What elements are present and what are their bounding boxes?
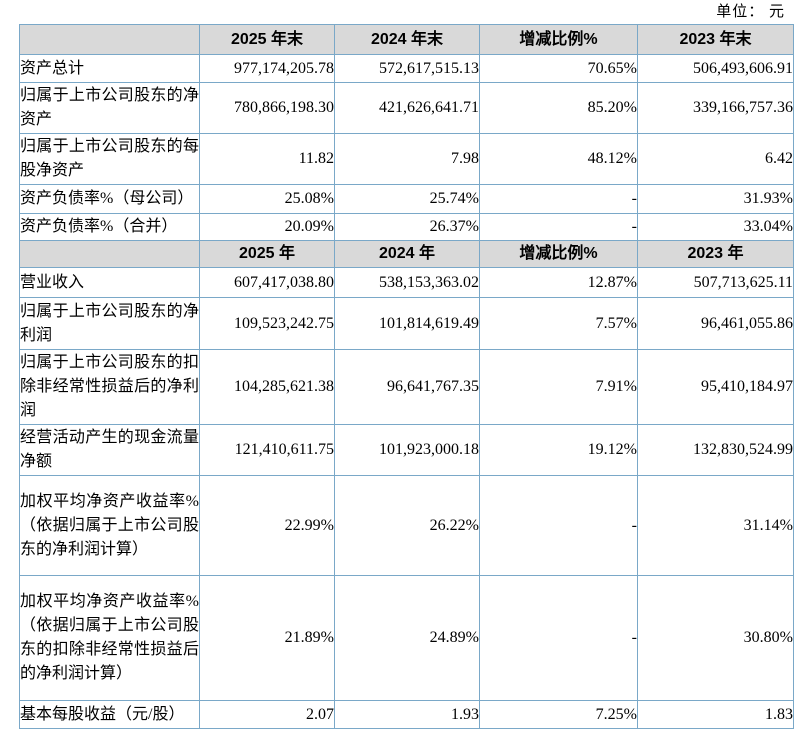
table-row: 归属于上市公司股东的扣除非经常性损益后的净利润 104,285,621.38 9… (19, 349, 794, 425)
table-row: 归属于上市公司股东的净资产 780,866,198.30 421,626,641… (19, 82, 794, 134)
value-cell: 132,830,524.99 (637, 424, 794, 476)
value-cell: 977,174,205.78 (199, 54, 335, 83)
header-2024-year: 2024 年 (334, 240, 480, 268)
table-row: 资产总计 977,174,205.78 572,617,515.13 70.65… (19, 54, 794, 83)
value-cell: 421,626,641.71 (334, 82, 480, 134)
table-row: 归属于上市公司股东的每股净资产 11.82 7.98 48.12% 6.42 (19, 133, 794, 185)
value-cell: 26.22% (334, 475, 480, 576)
value-cell: 538,153,363.02 (334, 267, 480, 298)
table-row: 加权平均净资产收益率%（依据归属于上市公司股东的净利润计算） 22.99% 26… (19, 475, 794, 576)
header-2023-year-end: 2023 年末 (637, 24, 794, 55)
unit-label: 单位： 元 (716, 4, 785, 20)
table-row: 资产负债率%（母公司） 25.08% 25.74% - 31.93% (19, 184, 794, 214)
header-2023-year: 2023 年 (637, 240, 794, 268)
value-cell: 25.74% (334, 184, 480, 214)
value-cell: 33.04% (637, 213, 794, 241)
value-cell: 121,410,611.75 (199, 424, 335, 476)
value-cell: 7.91% (479, 349, 638, 425)
value-cell: 572,617,515.13 (334, 54, 480, 83)
value-cell: 11.82 (199, 133, 335, 185)
row-label: 归属于上市公司股东的扣除非经常性损益后的净利润 (19, 349, 200, 425)
value-cell: 339,166,757.36 (637, 82, 794, 134)
value-cell: - (479, 213, 638, 241)
value-cell: - (479, 184, 638, 214)
value-cell: 104,285,621.38 (199, 349, 335, 425)
value-cell: 21.89% (199, 575, 335, 701)
table-row: 基本每股收益（元/股） 2.07 1.93 7.25% 1.83 (19, 700, 794, 729)
value-cell: 48.12% (479, 133, 638, 185)
value-cell: - (479, 575, 638, 701)
table-row: 营业收入 607,417,038.80 538,153,363.02 12.87… (19, 267, 794, 298)
section2-header-row: 2025 年 2024 年 增减比例% 2023 年 (19, 240, 794, 268)
row-label: 归属于上市公司股东的每股净资产 (19, 133, 200, 185)
row-label: 加权平均净资产收益率%（依据归属于上市公司股东的扣除非经常性损益后的净利润计算） (19, 575, 200, 701)
value-cell: 101,814,619.49 (334, 297, 480, 350)
value-cell: 7.57% (479, 297, 638, 350)
value-cell: 24.89% (334, 575, 480, 701)
value-cell: 96,641,767.35 (334, 349, 480, 425)
row-label: 归属于上市公司股东的净利润 (19, 297, 200, 350)
header-change-ratio: 增减比例% (479, 24, 638, 55)
row-label: 营业收入 (19, 267, 200, 298)
value-cell: 607,417,038.80 (199, 267, 335, 298)
value-cell: 507,713,625.11 (637, 267, 794, 298)
table-row: 经营活动产生的现金流量净额 121,410,611.75 101,923,000… (19, 424, 794, 476)
value-cell: 31.93% (637, 184, 794, 214)
table-row: 资产负债率%（合并） 20.09% 26.37% - 33.04% (19, 213, 794, 241)
header-2025-year: 2025 年 (199, 240, 335, 268)
header-2024-year-end: 2024 年末 (334, 24, 480, 55)
table-row: 加权平均净资产收益率%（依据归属于上市公司股东的扣除非经常性损益后的净利润计算）… (19, 575, 794, 701)
value-cell: 780,866,198.30 (199, 82, 335, 134)
header-2025-year-end: 2025 年末 (199, 24, 335, 55)
value-cell: 95,410,184.97 (637, 349, 794, 425)
value-cell: 25.08% (199, 184, 335, 214)
value-cell: 7.25% (479, 700, 638, 729)
corner-cell (19, 240, 200, 268)
value-cell: 26.37% (334, 213, 480, 241)
row-label: 归属于上市公司股东的净资产 (19, 82, 200, 134)
row-label: 基本每股收益（元/股） (19, 700, 200, 729)
header-change-ratio: 增减比例% (479, 240, 638, 268)
value-cell: 1.83 (637, 700, 794, 729)
row-label: 加权平均净资产收益率%（依据归属于上市公司股东的净利润计算） (19, 475, 200, 576)
value-cell: 101,923,000.18 (334, 424, 480, 476)
row-label: 经营活动产生的现金流量净额 (19, 424, 200, 476)
value-cell: 2.07 (199, 700, 335, 729)
value-cell: 7.98 (334, 133, 480, 185)
value-cell: 109,523,242.75 (199, 297, 335, 350)
value-cell: 85.20% (479, 82, 638, 134)
section1-header-row: 2025 年末 2024 年末 增减比例% 2023 年末 (19, 24, 794, 55)
row-label: 资产负债率%（合并） (19, 213, 200, 241)
value-cell: 20.09% (199, 213, 335, 241)
value-cell: 70.65% (479, 54, 638, 83)
report-page: 单位： 元 2025 年末 2024 年末 增减比例% 2023 年末 资产总计… (19, 0, 794, 729)
value-cell: 12.87% (479, 267, 638, 298)
value-cell: 30.80% (637, 575, 794, 701)
corner-cell (19, 24, 200, 55)
value-cell: 22.99% (199, 475, 335, 576)
value-cell: 31.14% (637, 475, 794, 576)
value-cell: 19.12% (479, 424, 638, 476)
value-cell: 96,461,055.86 (637, 297, 794, 350)
financial-summary-table: 2025 年末 2024 年末 增减比例% 2023 年末 资产总计 977,1… (19, 24, 794, 729)
value-cell: 1.93 (334, 700, 480, 729)
value-cell: 506,493,606.91 (637, 54, 794, 83)
value-cell: - (479, 475, 638, 576)
value-cell: 6.42 (637, 133, 794, 185)
table-row: 归属于上市公司股东的净利润 109,523,242.75 101,814,619… (19, 297, 794, 350)
row-label: 资产负债率%（母公司） (19, 184, 200, 214)
row-label: 资产总计 (19, 54, 200, 83)
